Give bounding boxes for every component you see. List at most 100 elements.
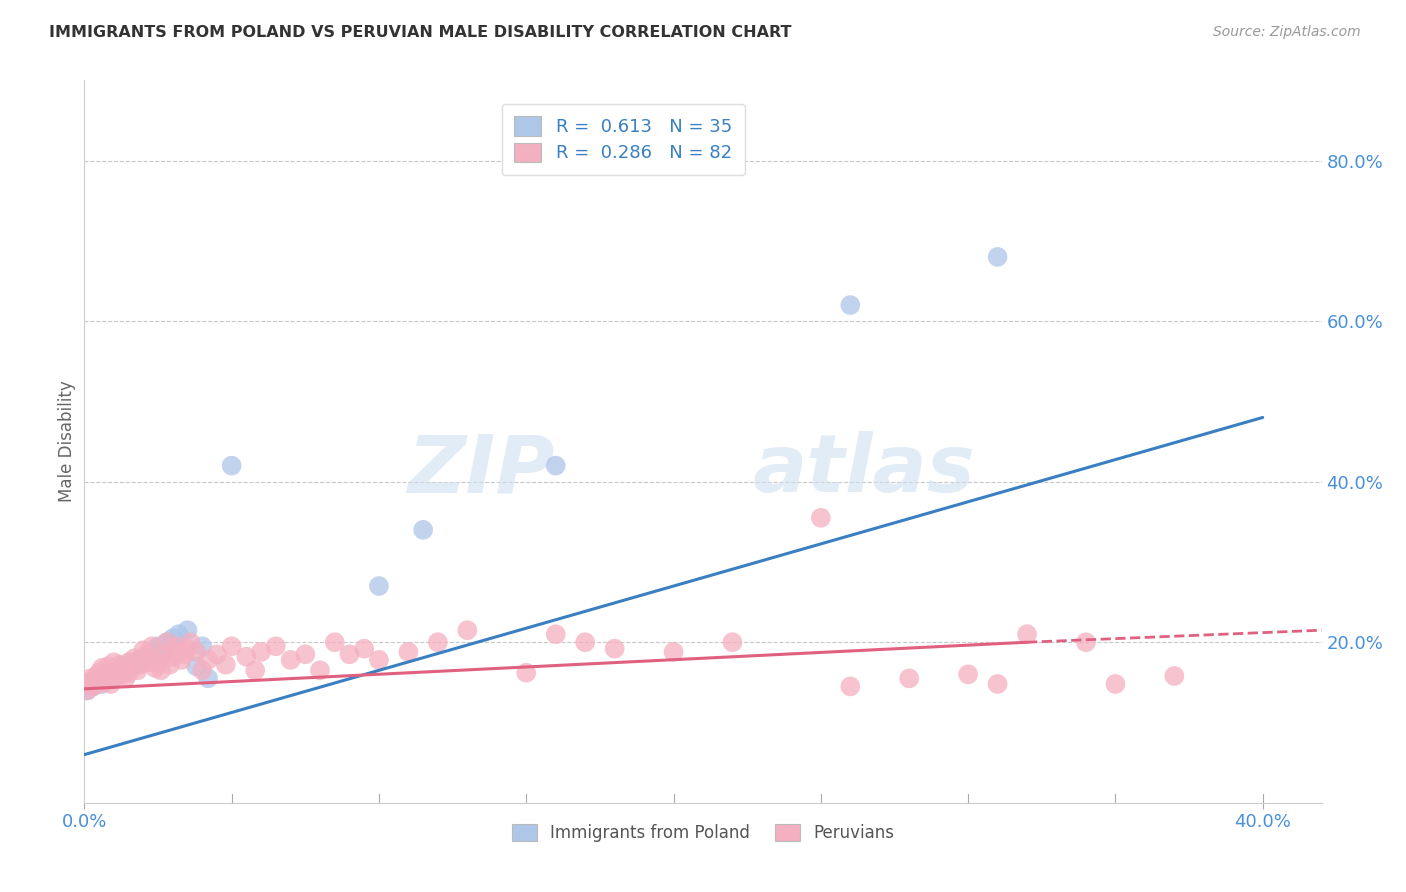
Point: [191, 639, 214, 653]
Point: [156, 635, 179, 649]
Point: [173, 648, 195, 662]
Point: [141, 639, 163, 653]
Point: [156, 635, 179, 649]
Point: [84, 671, 107, 685]
Text: IMMIGRANTS FROM POLAND VS PERUVIAN MALE DISABILITY CORRELATION CHART: IMMIGRANTS FROM POLAND VS PERUVIAN MALE …: [49, 25, 792, 40]
Point: [167, 627, 190, 641]
Point: [79, 675, 101, 690]
Point: [94, 669, 117, 683]
Point: [117, 661, 139, 675]
Point: [132, 643, 155, 657]
Point: [79, 671, 101, 685]
Point: [82, 673, 104, 688]
Point: [121, 655, 143, 669]
Point: [100, 671, 122, 685]
Point: [135, 648, 157, 662]
Y-axis label: Male Disability: Male Disability: [58, 381, 76, 502]
Point: [368, 653, 391, 667]
Point: [87, 671, 110, 685]
Point: [368, 579, 391, 593]
Point: [146, 655, 169, 669]
Point: [103, 664, 125, 678]
Point: [105, 669, 128, 683]
Point: [76, 683, 98, 698]
Point: [603, 641, 626, 656]
Point: [103, 655, 125, 669]
Point: [235, 649, 257, 664]
Point: [1015, 627, 1038, 641]
Point: [197, 671, 219, 685]
Point: [839, 298, 862, 312]
Point: [396, 645, 419, 659]
Text: ZIP: ZIP: [408, 432, 554, 509]
Point: [121, 659, 143, 673]
Point: [162, 632, 184, 646]
Point: [143, 643, 166, 657]
Point: [280, 653, 302, 667]
Point: [205, 648, 228, 662]
Point: [191, 664, 214, 678]
Point: [114, 671, 136, 685]
Point: [94, 673, 117, 688]
Point: [91, 677, 114, 691]
Point: [117, 655, 139, 669]
Point: [987, 677, 1010, 691]
Point: [339, 648, 361, 662]
Point: [143, 661, 166, 675]
Point: [215, 657, 238, 672]
Point: [264, 639, 287, 653]
Point: [117, 665, 139, 680]
Point: [97, 665, 120, 680]
Point: [662, 645, 685, 659]
Point: [84, 675, 107, 690]
Point: [82, 680, 104, 694]
Point: [84, 669, 107, 683]
Point: [221, 458, 243, 473]
Point: [129, 657, 152, 672]
Point: [987, 250, 1010, 264]
Point: [170, 653, 193, 667]
Point: [111, 659, 134, 673]
Point: [426, 635, 449, 649]
Point: [138, 648, 160, 662]
Point: [1163, 669, 1185, 683]
Point: [309, 664, 332, 678]
Point: [176, 623, 198, 637]
Point: [544, 458, 567, 473]
Point: [149, 648, 172, 662]
Point: [129, 653, 152, 667]
Point: [186, 645, 208, 659]
Point: [1074, 635, 1097, 649]
Point: [898, 671, 921, 685]
Point: [91, 661, 114, 675]
Point: [1104, 677, 1126, 691]
Point: [76, 683, 98, 698]
Point: [146, 639, 169, 653]
Point: [294, 648, 316, 662]
Point: [353, 641, 375, 656]
Point: [108, 657, 131, 672]
Point: [127, 664, 149, 678]
Point: [245, 664, 267, 678]
Point: [159, 657, 181, 672]
Point: [839, 680, 862, 694]
Point: [94, 673, 117, 688]
Point: [82, 680, 104, 694]
Point: [149, 664, 172, 678]
Point: [323, 635, 346, 649]
Point: [91, 671, 114, 685]
Point: [810, 510, 832, 524]
Point: [515, 665, 537, 680]
Point: [132, 651, 155, 665]
Point: [138, 655, 160, 669]
Point: [127, 657, 149, 672]
Legend: Immigrants from Poland, Peruvians: Immigrants from Poland, Peruvians: [505, 817, 901, 848]
Point: [186, 659, 208, 673]
Text: Source: ZipAtlas.com: Source: ZipAtlas.com: [1213, 25, 1361, 39]
Point: [179, 635, 201, 649]
Point: [108, 664, 131, 678]
Point: [105, 665, 128, 680]
Point: [176, 641, 198, 656]
Point: [957, 667, 980, 681]
Point: [87, 665, 110, 680]
